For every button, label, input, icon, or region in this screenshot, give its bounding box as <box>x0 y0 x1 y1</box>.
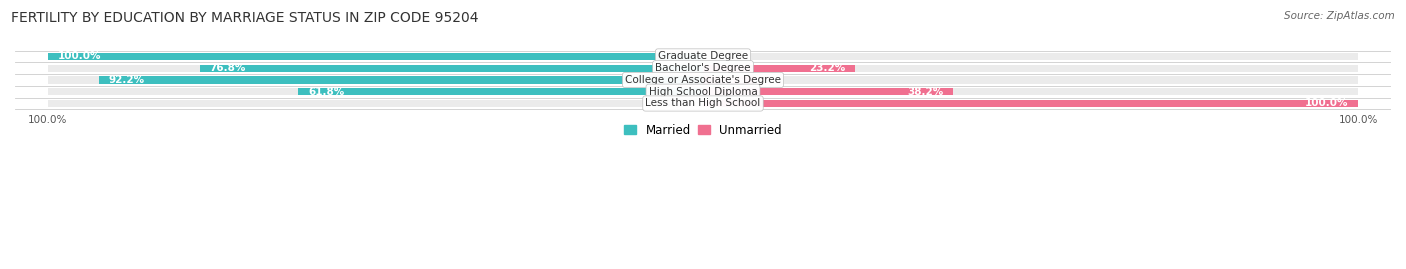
Bar <box>703 65 855 72</box>
Bar <box>48 88 1358 95</box>
Text: Bachelor's Degree: Bachelor's Degree <box>655 63 751 73</box>
Bar <box>48 53 703 60</box>
Text: 0.0%: 0.0% <box>661 98 690 108</box>
Text: Less than High School: Less than High School <box>645 98 761 108</box>
Bar <box>48 100 1358 107</box>
Text: 7.8%: 7.8% <box>716 75 744 85</box>
Legend: Married, Unmarried: Married, Unmarried <box>620 119 786 141</box>
Bar <box>48 76 1358 84</box>
Text: Graduate Degree: Graduate Degree <box>658 51 748 61</box>
Bar <box>200 65 703 72</box>
Bar <box>48 53 1358 60</box>
Bar <box>48 65 1358 72</box>
Text: 61.8%: 61.8% <box>308 87 344 97</box>
Bar <box>298 88 703 95</box>
Bar <box>98 76 703 84</box>
Text: 100.0%: 100.0% <box>1305 98 1348 108</box>
Bar <box>703 76 754 84</box>
Text: 92.2%: 92.2% <box>108 75 145 85</box>
Text: FERTILITY BY EDUCATION BY MARRIAGE STATUS IN ZIP CODE 95204: FERTILITY BY EDUCATION BY MARRIAGE STATU… <box>11 11 479 25</box>
Text: 0.0%: 0.0% <box>716 51 745 61</box>
Text: 100.0%: 100.0% <box>58 51 101 61</box>
Text: 38.2%: 38.2% <box>907 87 943 97</box>
Bar <box>703 88 953 95</box>
Text: High School Diploma: High School Diploma <box>648 87 758 97</box>
Text: Source: ZipAtlas.com: Source: ZipAtlas.com <box>1284 11 1395 21</box>
Text: College or Associate's Degree: College or Associate's Degree <box>626 75 780 85</box>
Bar <box>703 100 1358 107</box>
Text: 76.8%: 76.8% <box>209 63 246 73</box>
Text: 23.2%: 23.2% <box>808 63 845 73</box>
